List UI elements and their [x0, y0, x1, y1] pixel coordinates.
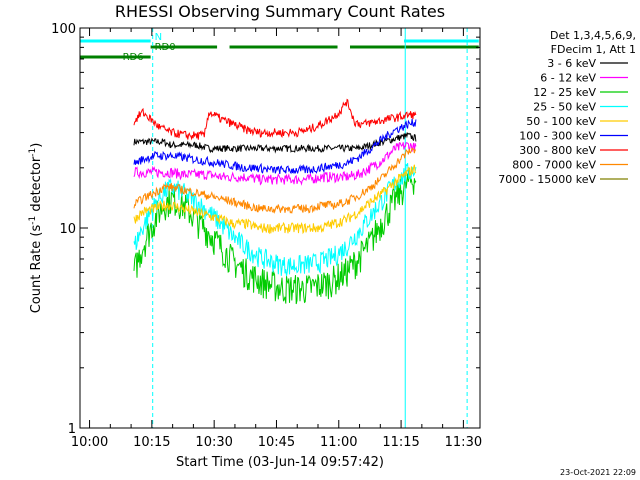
y-label-main: Count Rate (s	[29, 225, 44, 314]
y-tick-label: 10	[59, 222, 76, 237]
legend-label: 50 - 100 keV	[526, 115, 596, 128]
series-line	[133, 162, 417, 277]
series-line	[133, 132, 417, 154]
legend-label: 25 - 50 keV	[533, 101, 596, 114]
legend-header-2: FDecim 1, Att 1	[551, 43, 636, 56]
x-tick-label: 11:15	[382, 435, 419, 450]
y-axis-label: Count Rate (s-1 detector-1)	[28, 143, 44, 314]
axes-layer: 10:00 10:15 10:30 10:45 11:00 11:15 11:30 1 10 10…	[51, 22, 482, 450]
y-label-sup1: -1	[28, 216, 38, 225]
series-line	[133, 147, 417, 214]
flag-label: N	[155, 32, 162, 43]
legend-label: 100 - 300 keV	[519, 130, 596, 143]
series-line	[133, 98, 417, 141]
x-tick-label: 10:00	[71, 435, 108, 450]
series-line	[133, 118, 417, 175]
y-label-end: )	[29, 143, 44, 148]
x-tick-label: 10:15	[133, 435, 170, 450]
generation-timestamp: 23-Oct-2021 22:09	[560, 468, 636, 477]
flag-label: RD0	[155, 42, 176, 53]
y-tick-label: 100	[51, 22, 76, 37]
chart-title: RHESSI Observing Summary Count Rates	[115, 2, 445, 21]
legend-label: 7000 - 15000 keV	[498, 173, 596, 186]
series-line	[133, 167, 417, 305]
legend-label: 300 - 800 keV	[519, 144, 596, 157]
legend-label: 800 - 7000 keV	[512, 159, 596, 172]
series-line	[133, 164, 417, 235]
legend-header-1: Det 1,3,4,5,6,9,	[550, 29, 636, 42]
legend-label: 3 - 6 keV	[547, 57, 596, 70]
x-tick-label: 11:30	[445, 435, 482, 450]
legend: Det 1,3,4,5,6,9, FDecim 1, Att 1 3 - 6 k…	[498, 29, 636, 186]
series-line	[133, 142, 417, 186]
x-axis-label: Start Time (03-Jun-14 09:57:42)	[176, 455, 384, 470]
x-tick-label: 10:30	[195, 435, 232, 450]
legend-label: 6 - 12 keV	[540, 72, 596, 85]
y-label-sup2: -1	[28, 148, 38, 157]
x-tick-label: 11:00	[320, 435, 357, 450]
y-tick-label: 1	[68, 422, 76, 437]
y-label-mid: detector	[29, 156, 44, 216]
legend-label: 12 - 25 keV	[533, 86, 596, 99]
x-tick-label: 10:45	[258, 435, 295, 450]
series-layer	[133, 98, 417, 305]
flag-label: RD6	[123, 52, 144, 63]
